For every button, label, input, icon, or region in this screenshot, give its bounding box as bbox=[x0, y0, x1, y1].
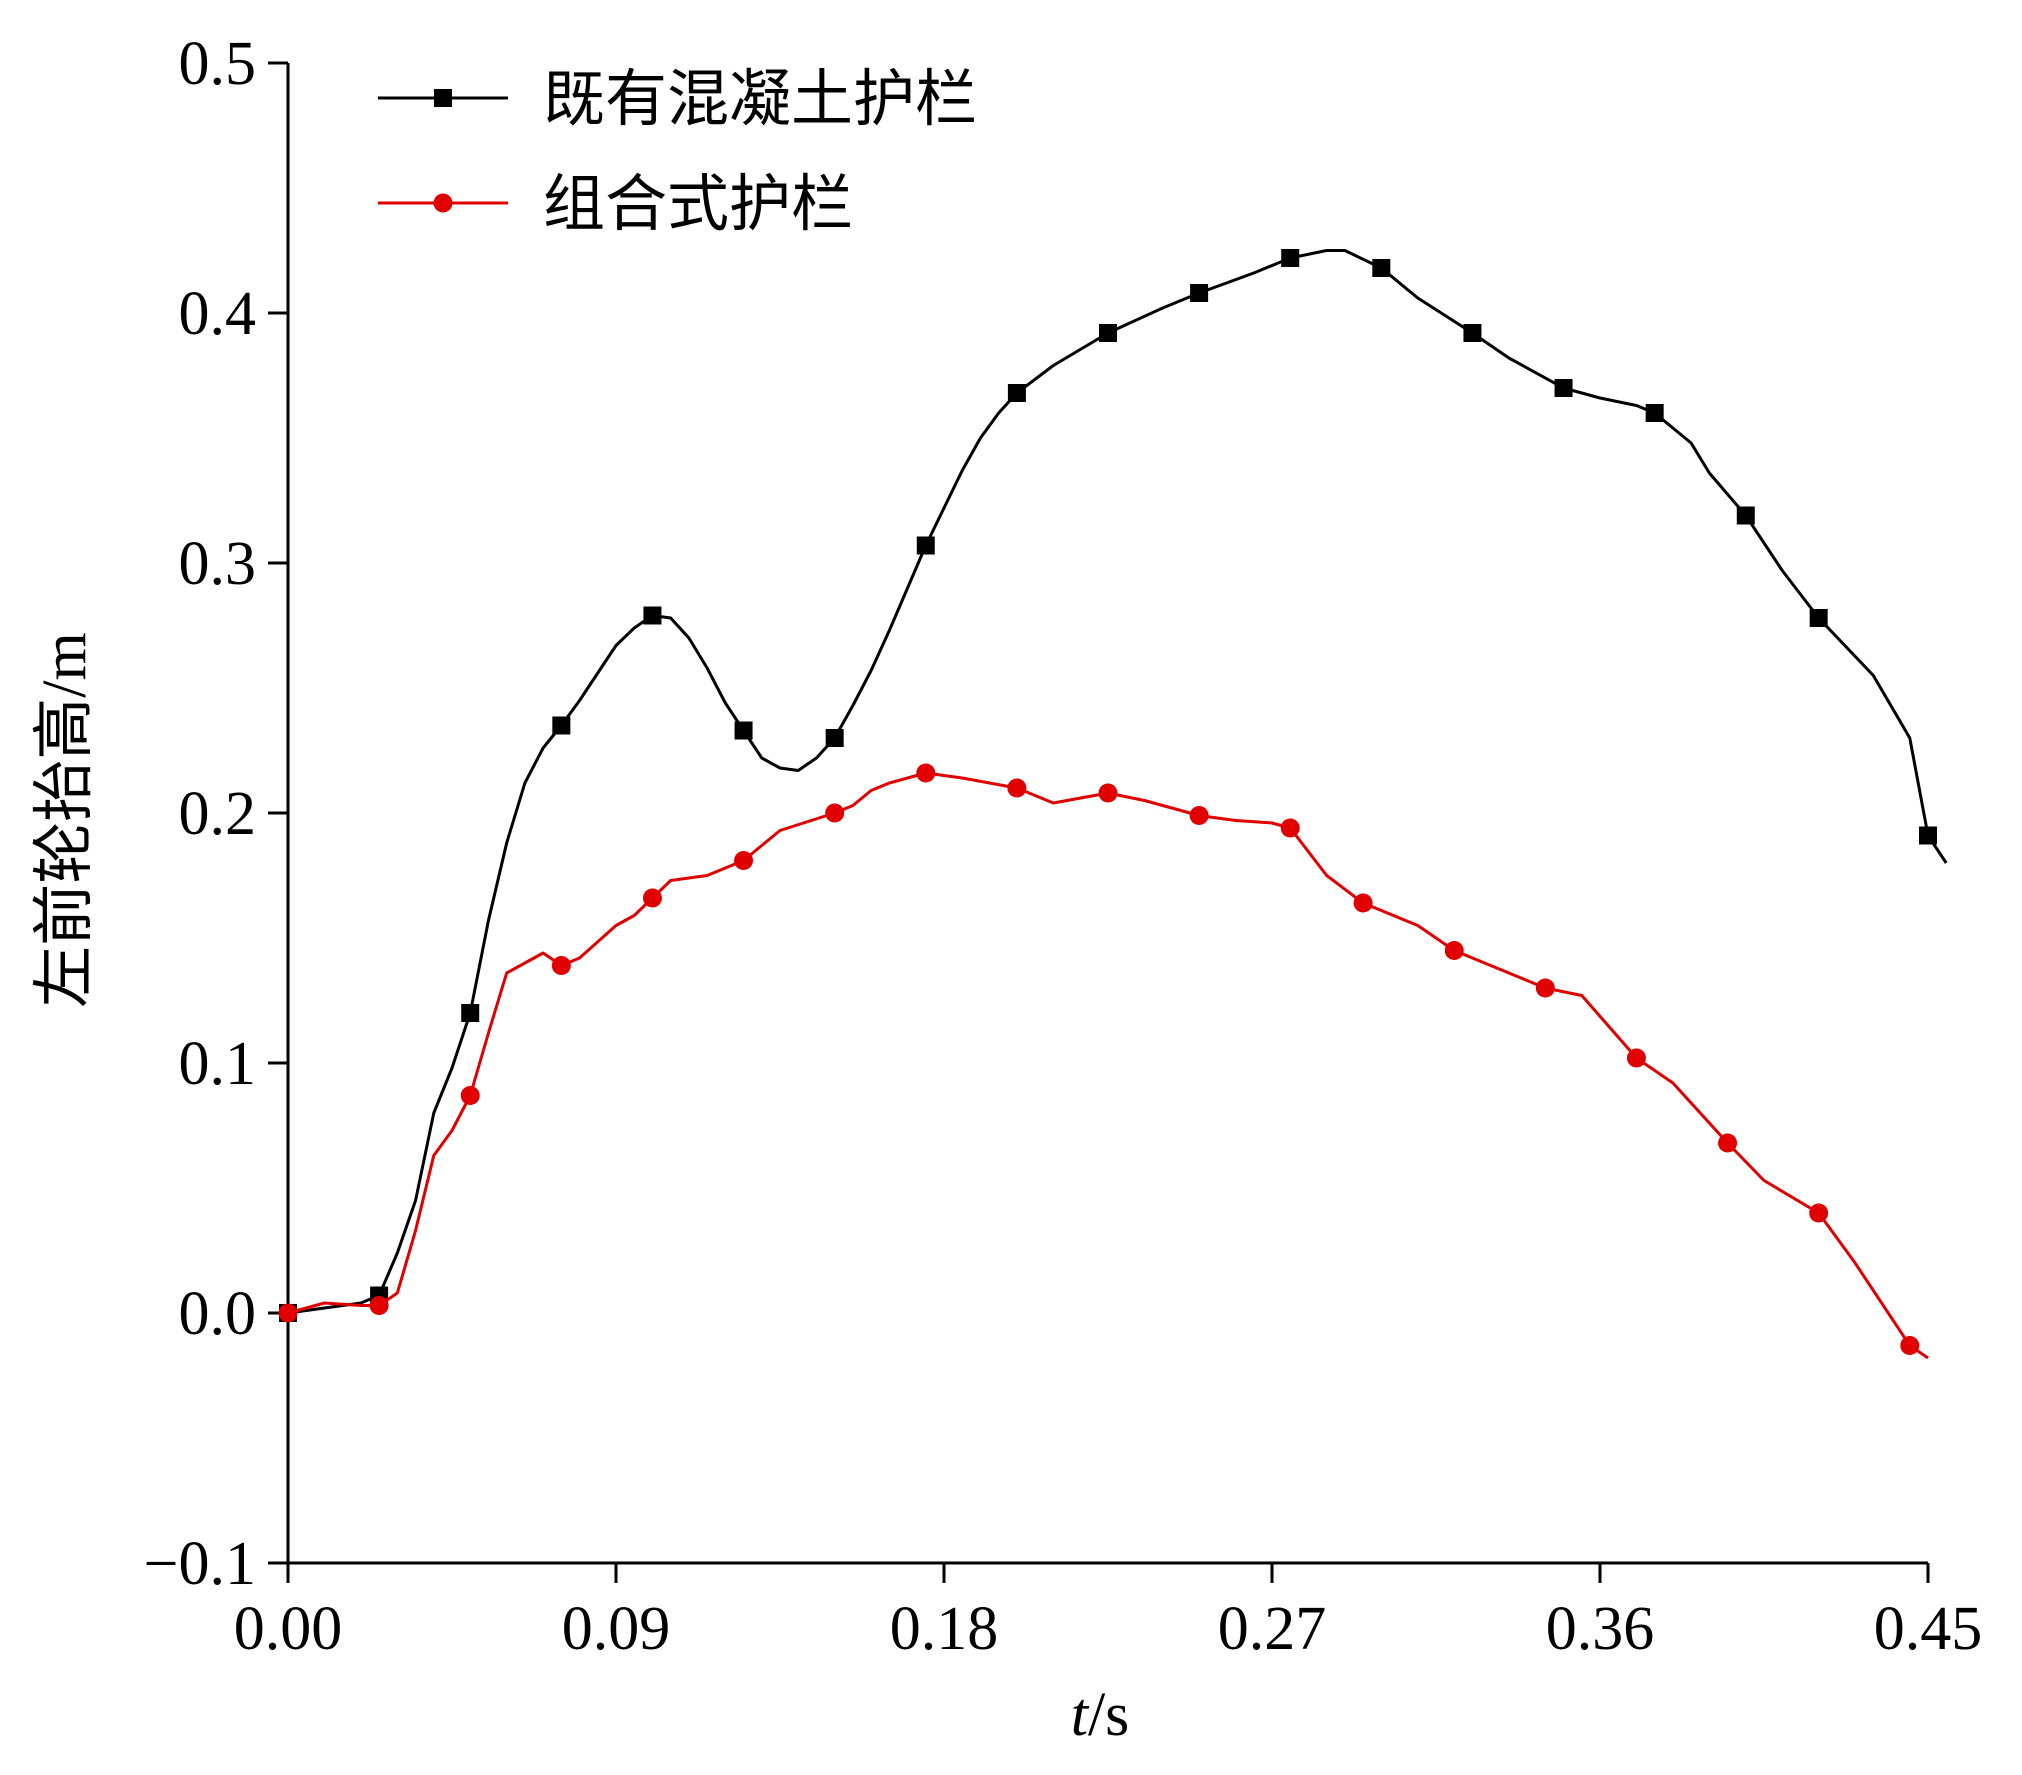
data-point-concrete-barrier bbox=[1007, 384, 1026, 402]
data-point-combined-barrier bbox=[1444, 941, 1464, 960]
data-point-concrete-barrier bbox=[1919, 826, 1937, 845]
x-tick-label: 0.36 bbox=[1546, 1595, 1655, 1663]
data-point-combined-barrier bbox=[1353, 893, 1373, 913]
data-point-concrete-barrier bbox=[1645, 404, 1664, 422]
data-point-concrete-barrier bbox=[734, 721, 753, 740]
data-point-concrete-barrier bbox=[643, 606, 662, 625]
series-line-concrete-barrier bbox=[287, 249, 1948, 1315]
data-point-concrete-barrier bbox=[1809, 609, 1828, 627]
y-tick-label: 0.0 bbox=[179, 1280, 257, 1348]
data-point-combined-barrier bbox=[1626, 1048, 1646, 1068]
y-tick-label: 0.5 bbox=[179, 30, 257, 98]
data-point-combined-barrier bbox=[825, 803, 845, 823]
data-point-concrete-barrier bbox=[916, 536, 935, 555]
data-point-concrete-barrier bbox=[825, 729, 844, 747]
legend-item-combined-barrier: 组合式护栏 bbox=[378, 167, 853, 240]
y-axis-ticks: −0.1 0.0 0.1 0.2 0.3 0.4 0.5 bbox=[144, 30, 288, 1598]
data-point-concrete-barrier bbox=[1099, 324, 1117, 342]
legend-label-concrete-barrier: 既有混凝土护栏 bbox=[543, 62, 977, 135]
data-point-combined-barrier bbox=[734, 851, 754, 870]
x-axis-ticks: 0.00 0.09 0.18 0.27 0.36 0.45 bbox=[234, 1563, 1983, 1663]
x-axis-title: t/s bbox=[1071, 1681, 1130, 1749]
data-point-combined-barrier bbox=[551, 956, 571, 975]
data-point-combined-barrier bbox=[916, 763, 936, 783]
data-point-combined-barrier bbox=[642, 888, 662, 908]
axes bbox=[286, 63, 1928, 1565]
legend-label-combined-barrier: 组合式护栏 bbox=[543, 167, 853, 240]
series-line-combined-barrier bbox=[287, 771, 1929, 1360]
data-point-concrete-barrier bbox=[1554, 379, 1573, 397]
y-tick-label: 0.3 bbox=[179, 530, 257, 598]
legend-item-concrete-barrier: 既有混凝土护栏 bbox=[378, 62, 977, 135]
series-concrete-barrier bbox=[279, 249, 1948, 1322]
data-point-combined-barrier bbox=[1535, 978, 1555, 998]
data-point-combined-barrier bbox=[460, 1086, 480, 1105]
series-combined-barrier bbox=[278, 763, 1929, 1360]
x-tick-label: 0.09 bbox=[562, 1595, 671, 1663]
y-axis-title: 左前轮抬高/m bbox=[31, 632, 99, 1007]
data-point-concrete-barrier bbox=[552, 716, 571, 735]
data-point-combined-barrier bbox=[278, 1303, 298, 1323]
x-tick-label: 0.18 bbox=[890, 1595, 999, 1663]
data-point-combined-barrier bbox=[1718, 1133, 1738, 1153]
series-layer bbox=[278, 249, 1948, 1360]
data-point-concrete-barrier bbox=[1736, 506, 1755, 525]
data-point-combined-barrier bbox=[1280, 818, 1300, 838]
y-tick-label: 0.2 bbox=[179, 780, 257, 848]
y-tick-label: 0.4 bbox=[179, 280, 257, 348]
x-tick-label: 0.45 bbox=[1874, 1595, 1983, 1663]
data-point-combined-barrier bbox=[1809, 1203, 1829, 1223]
data-point-combined-barrier bbox=[1007, 778, 1027, 798]
y-tick-label: −0.1 bbox=[144, 1530, 256, 1598]
data-point-combined-barrier bbox=[1098, 783, 1118, 803]
data-point-concrete-barrier bbox=[1281, 249, 1300, 267]
data-point-combined-barrier bbox=[1189, 806, 1209, 825]
x-tick-label: 0.27 bbox=[1218, 1595, 1327, 1663]
x-tick-label: 0.00 bbox=[234, 1595, 343, 1663]
legend-marker-combined-barrier bbox=[433, 193, 453, 213]
data-point-concrete-barrier bbox=[461, 1004, 480, 1022]
data-point-concrete-barrier bbox=[1190, 284, 1209, 302]
data-point-combined-barrier bbox=[369, 1296, 389, 1315]
legend-marker-concrete-barrier bbox=[434, 89, 452, 107]
data-point-concrete-barrier bbox=[1372, 259, 1391, 277]
y-tick-label: 0.1 bbox=[179, 1030, 257, 1098]
data-point-combined-barrier bbox=[1900, 1336, 1920, 1355]
data-point-concrete-barrier bbox=[1463, 324, 1482, 342]
